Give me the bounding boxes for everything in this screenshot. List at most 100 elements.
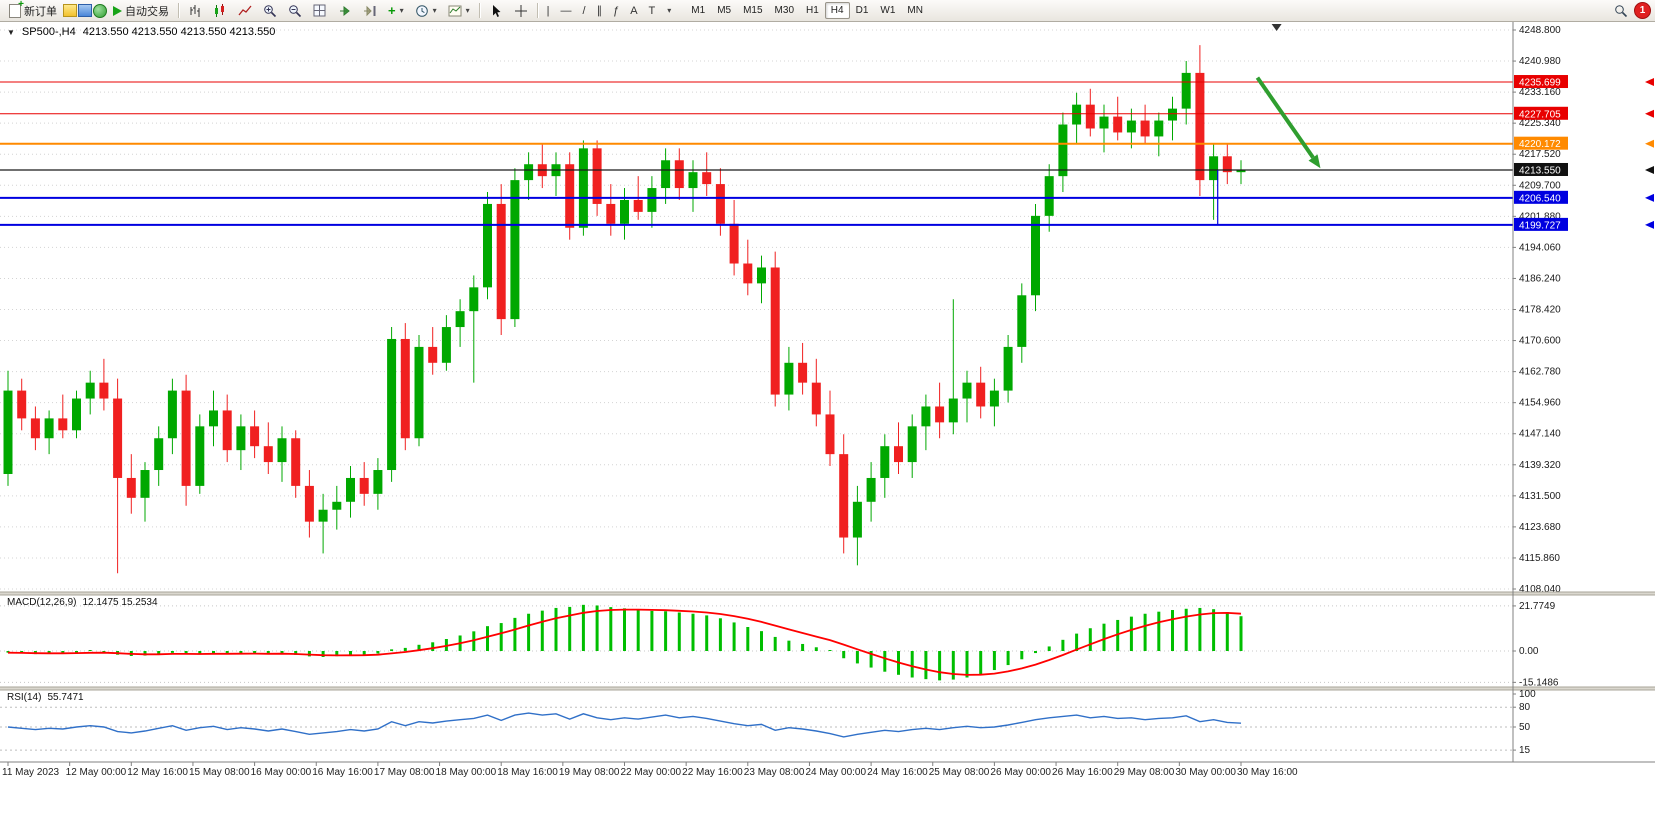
macd-values: 12.1475 15.2534 [82,597,158,608]
label-tool-button[interactable]: T [644,2,661,20]
crosshair-button[interactable] [509,2,533,20]
autotrading-button[interactable]: 自动交易 [108,2,174,20]
templates-button[interactable]: ▾ [443,2,475,20]
svg-text:24 May 00:00: 24 May 00:00 [805,767,866,778]
chart-window-icon[interactable] [63,4,77,17]
chart-header: ▼ SP500-,H4 4213.550 4213.550 4213.550 4… [7,26,275,38]
horizontal-line-icon: — [560,4,572,17]
svg-text:21.7749: 21.7749 [1519,601,1556,612]
svg-text:30 May 00:00: 30 May 00:00 [1175,767,1236,778]
panel-separator [0,592,1655,595]
svg-text:16 May 00:00: 16 May 00:00 [251,767,312,778]
shapes-tool-button[interactable]: ▾ [661,2,676,20]
svg-text:4213.550: 4213.550 [1519,165,1561,176]
rsi-value: 55.7471 [47,692,84,703]
text-tool-button[interactable]: A [625,2,642,20]
periods-button[interactable]: ▾ [410,2,442,20]
timeframe-button-W1[interactable]: W1 [874,2,901,19]
svg-text:4240.980: 4240.980 [1519,56,1561,67]
svg-text:-15.1486: -15.1486 [1519,677,1559,688]
trendline-icon: / [582,4,586,17]
timeframe-button-H1[interactable]: H1 [800,2,825,19]
svg-text:4201.880: 4201.880 [1519,211,1561,222]
line-chart-button[interactable] [233,2,257,20]
svg-text:4147.140: 4147.140 [1519,429,1561,440]
macd-signal-line [7,608,1242,676]
annotations[interactable] [1217,24,1321,225]
add-indicator-icon: + [388,3,396,18]
chart-shift-button[interactable] [358,2,382,20]
collapse-triangle-icon[interactable]: ▼ [7,27,15,37]
timeframe-button-M1[interactable]: M1 [685,2,711,19]
svg-text:4217.520: 4217.520 [1519,149,1561,160]
caret-down-icon: ▾ [465,6,470,15]
ohlc-values: 4213.550 4213.550 4213.550 4213.550 [82,26,276,38]
svg-text:26 May 00:00: 26 May 00:00 [990,767,1051,778]
new-order-button[interactable]: 新订单 [4,0,62,20]
svg-text:26 May 16:00: 26 May 16:00 [1052,767,1113,778]
zoom-out-button[interactable] [283,2,307,20]
market-watch-icon[interactable] [78,4,92,17]
add-indicator-button[interactable]: + ▾ [383,2,409,20]
chart-canvas[interactable]: 4248.800 4240.980 4233.160 4225.340 4217.520… [0,22,1655,827]
svg-text:24 May 16:00: 24 May 16:00 [867,767,928,778]
timeframe-button-M15[interactable]: M15 [737,2,768,19]
timeframe-button-D1[interactable]: D1 [850,2,875,19]
svg-text:4170.600: 4170.600 [1519,336,1561,347]
zoom-in-button[interactable] [258,2,282,20]
community-icon[interactable] [93,3,107,18]
timeframe-button-MN[interactable]: MN [901,2,929,19]
svg-text:19 May 08:00: 19 May 08:00 [559,767,620,778]
svg-text:11 May 2023: 11 May 2023 [2,767,60,778]
search-button[interactable] [1609,2,1633,20]
candlestick-icon [213,3,227,18]
caret-down-icon: ▾ [399,6,404,15]
timeframe-button-M30[interactable]: M30 [769,2,800,19]
crosshair-icon [514,4,528,18]
trend-arrow-head [1308,154,1321,169]
candlestick-button[interactable] [208,2,232,20]
tile-windows-button[interactable] [308,2,332,20]
time-axis [7,762,1242,766]
timeframe-button-H4[interactable]: H4 [824,2,850,19]
chart-shift-icon [363,4,377,18]
horizontal-line-tool-button[interactable]: — [556,2,577,20]
svg-text:30 May 16:00: 30 May 16:00 [1237,767,1298,778]
new-order-label: 新订单 [24,5,57,18]
autotrading-label: 自动交易 [125,5,169,18]
channel-tool-button[interactable]: ∥ [592,2,608,20]
bar-chart-icon [188,4,202,18]
label-tool-icon: T [648,4,656,17]
svg-text:4186.240: 4186.240 [1519,273,1561,284]
notification-badge[interactable]: 1 [1634,2,1651,19]
svg-text:4209.700: 4209.700 [1519,180,1561,191]
svg-text:12 May 16:00: 12 May 16:00 [127,767,188,778]
toolbar-separator [478,3,480,18]
svg-text:12 May 00:00: 12 May 00:00 [66,767,127,778]
line-chart-icon [238,4,252,18]
search-icon [1614,4,1628,18]
timeframe-button-M5[interactable]: M5 [711,2,737,19]
caret-down-icon: ▾ [432,6,437,15]
auto-scroll-button[interactable] [333,2,357,20]
trendline-tool-button[interactable]: / [578,2,591,20]
svg-text:4206.540: 4206.540 [1519,193,1561,204]
svg-text:4233.160: 4233.160 [1519,87,1561,98]
macd-name: MACD(12,26,9) [7,597,77,608]
toolbar-separator [178,3,179,18]
cursor-button[interactable] [484,2,508,20]
bar-chart-button[interactable] [183,2,207,20]
svg-text:4248.800: 4248.800 [1519,25,1561,36]
vertical-line-tool-button[interactable]: | [542,2,555,20]
fibonacci-tool-button[interactable]: ƒ [608,2,624,20]
svg-text:15 May 08:00: 15 May 08:00 [189,767,250,778]
macd-indicator-label: MACD(12,26,9) 12.1475 15.2534 [7,597,158,608]
svg-text:100: 100 [1519,689,1536,700]
svg-text:4220.172: 4220.172 [1519,139,1561,150]
tile-windows-icon [313,4,327,18]
autotrading-play-icon [113,5,122,16]
svg-text:16 May 16:00: 16 May 16:00 [312,767,373,778]
rsi-panel [0,693,1516,751]
caret-down-icon: ▾ [667,6,672,15]
